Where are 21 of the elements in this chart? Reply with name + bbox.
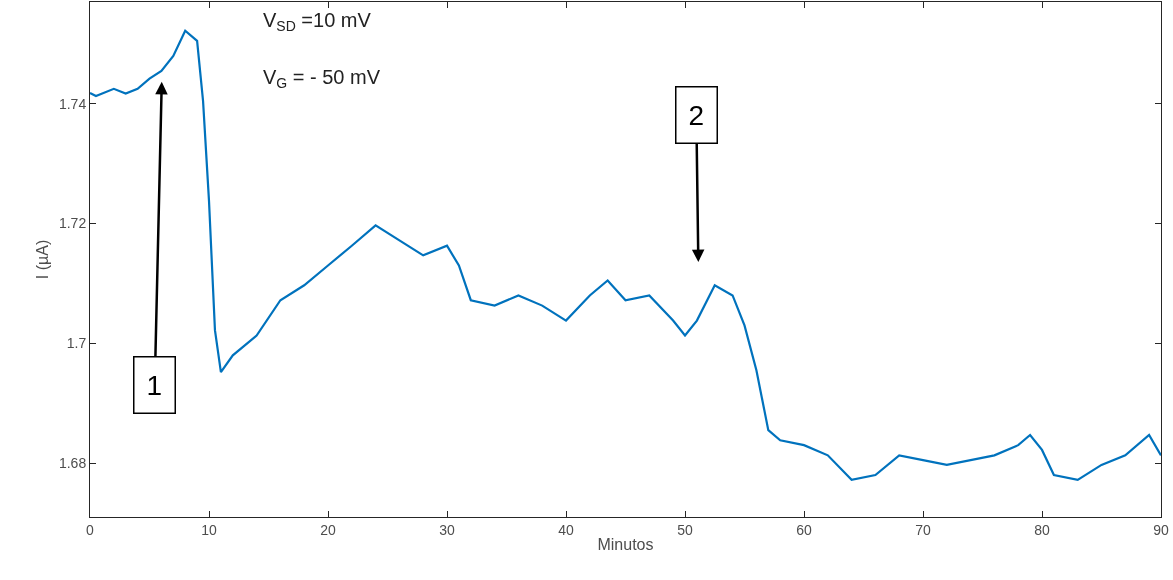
x-tick-label: 40 — [558, 521, 574, 538]
y-tick-label: 1.7 — [66, 335, 87, 352]
x-tick-label: 90 — [1153, 521, 1169, 538]
y-tick-label: 1.74 — [58, 95, 87, 112]
x-axis-title: Minutos — [597, 536, 654, 554]
annotation: 1 — [146, 369, 163, 401]
y-tick-label: 1.72 — [58, 215, 87, 232]
x-tick-label: 30 — [439, 521, 455, 538]
y-tick-label: 1.68 — [58, 455, 87, 471]
x-tick-label: 50 — [677, 521, 693, 538]
x-tick-label: 70 — [915, 521, 931, 538]
x-tick-label: 10 — [201, 521, 217, 538]
x-tick-label: 80 — [1034, 521, 1050, 538]
annotation: V$_{G}$ = - 50 mV — [263, 66, 381, 92]
x-tick-label: 0 — [86, 521, 95, 538]
y-axis-title: I (µA) — [33, 239, 51, 280]
x-tick-label: 20 — [320, 521, 336, 538]
x-tick-label: 60 — [796, 521, 812, 538]
annotation: V$_{SD}$ =10 mV — [263, 9, 372, 35]
annotation: 2 — [688, 99, 705, 131]
line-series — [90, 29, 1161, 481]
